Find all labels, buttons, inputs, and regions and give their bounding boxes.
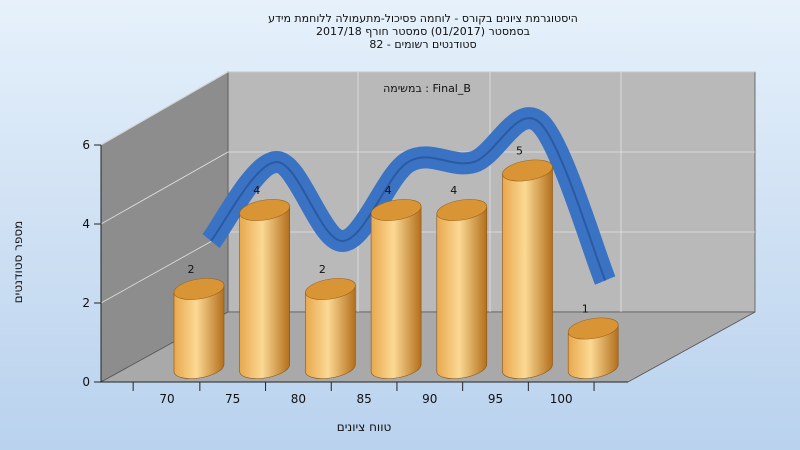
- bar-90: 4: [436, 184, 488, 379]
- x-tick-label: 75: [225, 392, 240, 406]
- x-tick-label: 70: [159, 392, 174, 406]
- bar-body: [436, 206, 488, 379]
- bar-top: [436, 199, 488, 221]
- bar-top: [173, 278, 225, 300]
- series-line-ribbon-edge: [210, 117, 607, 281]
- bar-top: [567, 317, 619, 340]
- gridlines: [100, 71, 755, 312]
- chart-title-line-3: סטודנטים רשומים - 82: [369, 38, 476, 51]
- x-axis-title: טווח ציונים: [337, 420, 392, 434]
- bar-body: [305, 285, 356, 379]
- chart-annotation: במשימה : Final_B: [383, 82, 471, 95]
- series-line-ribbon: [202, 107, 616, 285]
- bar-75: 4: [239, 184, 291, 379]
- bar-100: 1: [567, 303, 619, 379]
- bar-top: [370, 199, 422, 221]
- gridline-side-6: [100, 71, 229, 146]
- bar-value-label: 2: [319, 263, 326, 276]
- bar-value-label: 4: [253, 184, 260, 197]
- bar-value-label: 4: [450, 184, 457, 197]
- bar-series: 2 4 2 4 4 5 1: [173, 145, 619, 379]
- x-tick-label: 85: [356, 392, 371, 406]
- bar-value-label: 2: [188, 263, 195, 276]
- bar-70: 2: [173, 263, 225, 379]
- bar-body: [173, 285, 225, 379]
- x-tick-label: 80: [291, 392, 306, 406]
- axes: 0 2 4 6 70 75 80 85 90 95 100: [82, 138, 628, 406]
- y-axis-title: מספר סטודנטים: [11, 221, 25, 304]
- x-tick-label: 100: [550, 392, 573, 406]
- bar-value-label: 4: [385, 184, 392, 197]
- x-tick-label: 90: [422, 392, 437, 406]
- gridline-side-2: [100, 231, 229, 304]
- bar-top: [239, 199, 291, 221]
- bar-body: [502, 166, 553, 379]
- y-tick-label: 4: [82, 217, 90, 231]
- y-tick-label: 2: [82, 296, 90, 310]
- bar-80: 2: [305, 263, 356, 379]
- bar-85: 4: [370, 184, 422, 379]
- bar-top: [502, 159, 553, 182]
- bar-95: 5: [502, 145, 553, 379]
- bar-body: [239, 206, 290, 379]
- bar-value-label: 1: [582, 303, 589, 316]
- bar-top: [305, 278, 356, 300]
- y-tick-label: 0: [82, 375, 90, 389]
- bar-value-label: 5: [516, 145, 523, 158]
- chart-title-line-1: היסטוגרמת ציונים בקורס - לוחמה פסיכול-מת…: [268, 12, 578, 25]
- gridline-side-4: [100, 151, 229, 225]
- chart-title-line-2: בסמסטר (01/2017) סמסטר חורף 2017/18: [316, 25, 530, 38]
- bar-body: [370, 206, 422, 379]
- x-tick-label: 95: [488, 392, 503, 406]
- y-tick-label: 6: [82, 138, 90, 152]
